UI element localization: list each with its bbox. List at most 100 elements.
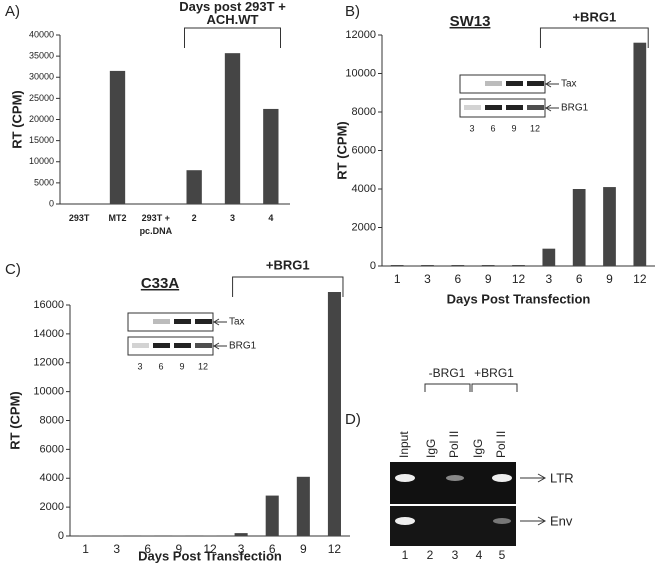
band <box>395 517 415 525</box>
bar <box>186 170 202 204</box>
lane-label: 6 <box>158 361 163 371</box>
chart-title: C33A <box>141 275 180 292</box>
x-tick-label: 12 <box>633 272 647 286</box>
x-tick-label: 3 <box>113 542 120 556</box>
y-tick-label: 8000 <box>40 414 64 426</box>
bracket <box>232 276 344 297</box>
blot-band <box>485 81 502 86</box>
x-axis-label: Days Post Transfection <box>138 548 282 563</box>
x-tick-label: 12 <box>328 542 342 556</box>
y-tick-label: 0 <box>49 198 54 208</box>
panel-label: D) <box>345 411 361 428</box>
y-axis-label: RT (CPM) <box>9 90 24 149</box>
bar <box>421 265 434 266</box>
y-tick-label: 14000 <box>33 328 64 340</box>
arrow <box>545 80 559 88</box>
bar <box>542 248 556 266</box>
blot-band <box>195 319 212 324</box>
chart-title: SW13 <box>450 13 491 30</box>
x-tick-label: 293T <box>68 213 90 223</box>
x-tick-label: 6 <box>454 272 461 286</box>
y-tick-label: 6000 <box>40 443 64 455</box>
lane-label: Input <box>397 431 411 458</box>
group-label: +BRG1 <box>474 366 514 380</box>
lane-number: 3 <box>452 548 459 562</box>
x-tick-label: 293T + pc.DNA <box>140 213 173 236</box>
y-axis-label: RT (CPM) <box>7 391 22 450</box>
lane-label: IgG <box>471 439 485 458</box>
gel-row <box>390 506 516 546</box>
x-tick-label: 2 <box>191 213 197 223</box>
bar <box>481 265 495 266</box>
bar <box>224 53 241 205</box>
lane-label: 3 <box>469 123 474 133</box>
blot-band <box>506 105 523 110</box>
x-tick-label: 12 <box>203 542 217 556</box>
panel-label: A) <box>5 3 20 20</box>
arrow <box>213 342 227 350</box>
bar <box>327 292 341 536</box>
lane-label: 9 <box>179 361 184 371</box>
axis <box>59 35 290 205</box>
y-tick-label: 0 <box>58 530 64 542</box>
blot-label: BRG1 <box>229 341 257 352</box>
gel-row <box>390 462 516 504</box>
row-label: Env <box>550 513 573 528</box>
y-tick-label: 20000 <box>29 114 54 124</box>
lane-number: 2 <box>427 548 434 562</box>
bar <box>234 533 248 536</box>
x-tick-label: 2 <box>191 213 197 223</box>
y-tick-label: 10000 <box>29 156 54 166</box>
blot-band <box>527 105 544 110</box>
y-tick-label: 5000 <box>34 177 54 187</box>
bar <box>263 108 279 204</box>
blot-band <box>153 343 170 348</box>
bar <box>265 495 279 536</box>
arrow <box>545 104 559 112</box>
arrow <box>520 473 547 526</box>
x-tick-label: 6 <box>144 542 151 556</box>
lane-label: 3 <box>137 361 142 371</box>
y-tick-label: 12000 <box>345 29 376 41</box>
y-tick-label: 16000 <box>33 299 64 311</box>
x-tick-label: 1 <box>394 272 401 286</box>
y-tick-label: 6000 <box>352 144 376 156</box>
y-tick-label: 40000 <box>29 29 54 39</box>
blot-band <box>153 319 170 324</box>
lane-label: 12 <box>198 361 208 371</box>
blot-band <box>527 81 544 86</box>
lane-label: 6 <box>490 123 495 133</box>
bar <box>109 70 126 204</box>
row-label: LTR <box>550 470 574 485</box>
x-tick-label: 4 <box>268 213 274 223</box>
y-tick-label: 2000 <box>40 501 64 513</box>
lane-label: 12 <box>530 123 540 133</box>
arrow <box>213 318 227 326</box>
y-tick-label: 0 <box>370 260 376 272</box>
bracket <box>539 27 649 48</box>
y-tick-label: 25000 <box>29 93 54 103</box>
blot-band <box>132 343 149 348</box>
annotation: Days post 293T + ACH.WT Transfection <box>179 0 286 28</box>
y-tick-label: 30000 <box>29 72 54 82</box>
bar <box>603 187 616 266</box>
y-tick-label: 2000 <box>352 221 376 233</box>
lane-number: 4 <box>476 548 483 562</box>
bar <box>390 265 404 266</box>
band <box>493 518 511 524</box>
y-tick-label: 12000 <box>33 357 64 369</box>
band <box>446 475 464 481</box>
x-tick-label: 6 <box>576 272 583 286</box>
x-tick-label: 9 <box>606 272 613 286</box>
bar <box>296 476 310 536</box>
bracket <box>184 27 281 48</box>
lane-label: Pol II <box>447 431 461 458</box>
y-tick-label: 10000 <box>33 386 64 398</box>
bar <box>451 265 465 266</box>
gel-panel: D) -BRG1 +BRG1 Input IgG Pol II IgG Pol … <box>345 366 574 562</box>
bar <box>572 189 586 266</box>
y-tick-label: 4000 <box>40 472 64 484</box>
annotation: Days post 293T + ACH.WT Transfection <box>179 0 286 28</box>
blot-band <box>464 105 481 110</box>
